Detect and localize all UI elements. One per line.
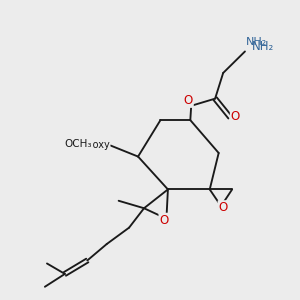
- Text: O: O: [159, 214, 169, 227]
- Text: NH₂: NH₂: [246, 37, 267, 47]
- Text: NH₂: NH₂: [251, 40, 274, 52]
- Text: O: O: [184, 94, 193, 107]
- Text: OCH₃: OCH₃: [64, 139, 92, 149]
- Text: O: O: [218, 201, 228, 214]
- Text: Methoxy: Methoxy: [68, 140, 110, 150]
- Text: O: O: [231, 110, 240, 123]
